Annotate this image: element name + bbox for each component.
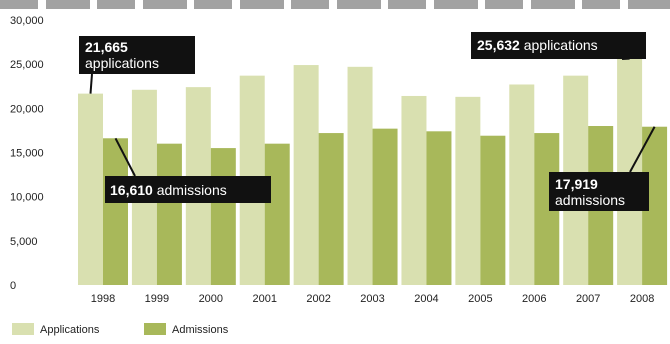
- x-tick-label: 2005: [468, 293, 492, 305]
- bar-applications-2008: [617, 58, 643, 285]
- callout-box: [79, 36, 195, 74]
- x-tick-label: 1999: [145, 293, 169, 305]
- x-tick-label: 2004: [414, 293, 438, 305]
- callout-number: 17,919: [555, 176, 598, 192]
- callout-number: 16,610: [110, 182, 157, 198]
- bar-applications-2005: [455, 96, 481, 285]
- bar-admissions-2000: [210, 148, 236, 285]
- x-tick-label: 2007: [576, 293, 600, 305]
- callout-number: 25,632: [477, 37, 524, 53]
- x-axis: 1998 1999 2000 2001 2002 2003 2004 2005 2006 2007…: [91, 293, 655, 305]
- callout-text: admissions: [157, 182, 227, 198]
- x-tick-label: 2006: [522, 293, 546, 305]
- bar-admissions-2001: [264, 143, 290, 285]
- callout-box: [471, 32, 646, 59]
- y-tick-label: 0: [10, 280, 16, 292]
- y-tick-label: 30,000: [10, 15, 44, 27]
- x-tick-label: 2002: [306, 293, 330, 305]
- callout-label: admissions: [555, 192, 625, 208]
- callout-pointer: [89, 73, 93, 94]
- callout-label: 17,919: [555, 176, 598, 192]
- x-tick-label: 2003: [360, 293, 384, 305]
- legend: Applications Admissions: [12, 323, 229, 336]
- bar-admissions-2003: [372, 128, 398, 285]
- bar-applications-2004: [401, 95, 427, 285]
- bar-admissions-2005: [480, 135, 506, 285]
- bar-admissions-2002: [318, 133, 344, 285]
- legend-swatch-applications: [12, 323, 34, 335]
- cropped-title: [0, 0, 670, 9]
- x-tick-label: 2001: [252, 293, 276, 305]
- callout-pointer: [114, 137, 136, 177]
- y-tick-label: 10,000: [10, 192, 44, 204]
- x-tick-label: 2008: [630, 293, 654, 305]
- callout-label: 25,632 applications: [477, 37, 598, 53]
- callout-1998-admissions: 16,610 admissions: [105, 137, 271, 203]
- y-tick-label: 5,000: [10, 236, 38, 248]
- callout-box: [105, 176, 271, 203]
- callout-label: applications: [85, 55, 159, 71]
- legend-label-admissions: Admissions: [172, 324, 229, 336]
- y-tick-label: 25,000: [10, 59, 44, 71]
- bar-applications-2006: [509, 84, 535, 285]
- bar-admissions-1999: [156, 143, 182, 285]
- callout-2008-applications: 25,632 applications: [471, 32, 646, 60]
- bar-applications-2003: [347, 66, 373, 285]
- y-axis: 0 5,000 10,000 15,000 20,000 25,000 30,000: [10, 15, 44, 292]
- callout-pointer: [629, 126, 656, 173]
- bars: [78, 58, 668, 286]
- callout-text: applications: [524, 37, 598, 53]
- bar-admissions-1998: [103, 138, 128, 285]
- bar-applications-2002: [293, 65, 319, 285]
- x-tick-label: 2000: [199, 293, 223, 305]
- bar-admissions-2004: [426, 131, 452, 285]
- callout-text: admissions: [555, 192, 625, 208]
- callout-number: 21,665: [85, 39, 128, 55]
- y-tick-label: 20,000: [10, 103, 44, 115]
- callout-label: 16,610 admissions: [110, 182, 227, 198]
- legend-label-applications: Applications: [40, 324, 100, 336]
- x-tick-label: 1998: [91, 293, 115, 305]
- callout-label: 21,665: [85, 39, 128, 55]
- legend-swatch-admissions: [144, 323, 166, 335]
- callout-box: [549, 172, 649, 211]
- callout-text: applications: [85, 55, 159, 71]
- bar-applications-1998: [78, 93, 103, 286]
- y-tick-label: 15,000: [10, 148, 44, 160]
